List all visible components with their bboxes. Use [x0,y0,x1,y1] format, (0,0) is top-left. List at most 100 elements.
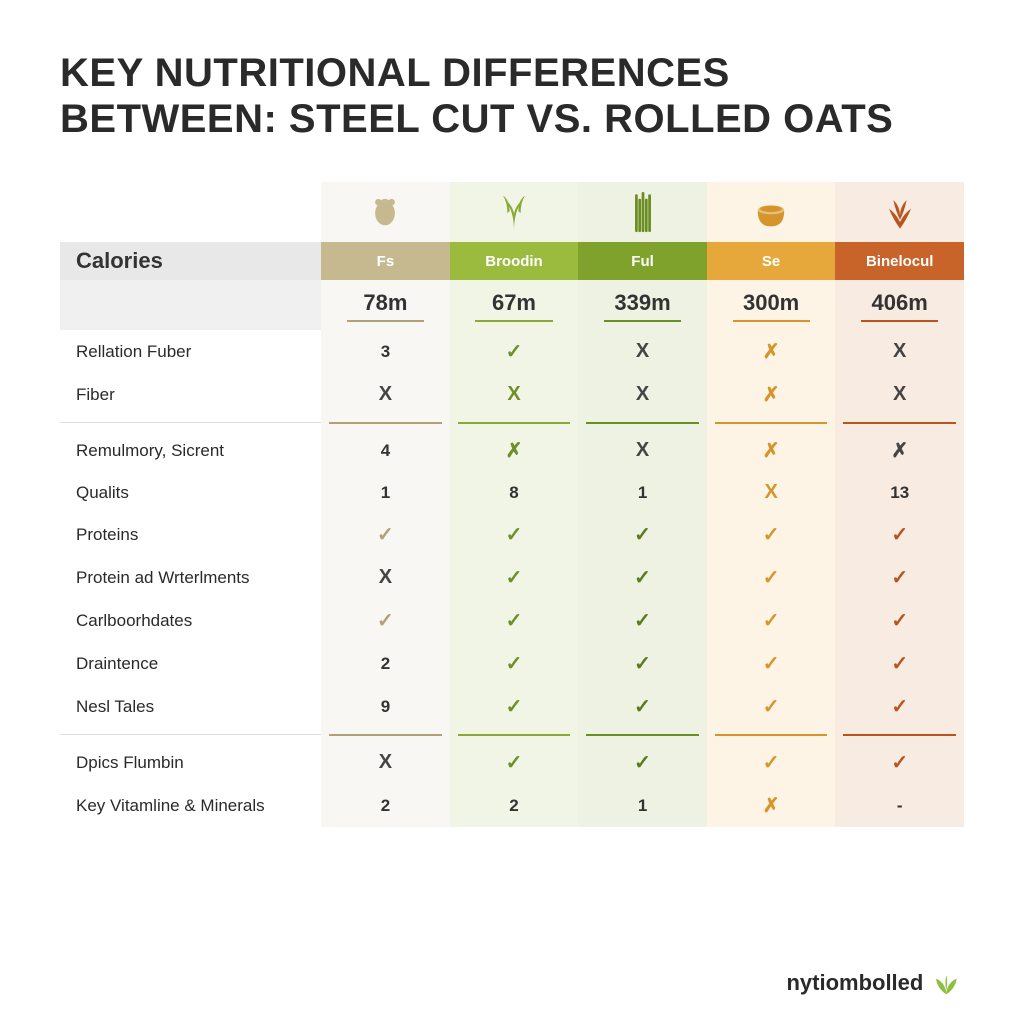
cell: ✓ [707,642,836,685]
cell: ✓ [578,642,707,685]
main-title: Key Nutritional Differences Between: Ste… [60,50,964,142]
cell: 9 [321,685,450,728]
cell: ✓ [321,599,450,642]
cell: ✓ [707,599,836,642]
cell: - [835,784,964,827]
calories-label: Calories [60,242,321,280]
comparison-table: Calories Fs Broodin Ful Se Binelocul 78m… [60,182,964,827]
cell: ✓ [578,741,707,784]
header-row: Calories Fs Broodin Ful Se Binelocul [60,242,964,280]
col-icon-5 [835,182,964,242]
cell: ✗ [707,330,836,373]
row-label: Rellation Fuber [60,330,321,373]
cell: ✓ [835,599,964,642]
cell: X [450,373,579,416]
cell: 1 [578,784,707,827]
cell: ✓ [321,513,450,556]
col-icon-1 [321,182,450,242]
table-row: Rellation Fuber3✓X✗X [60,330,964,373]
col-header-1: Fs [321,242,450,280]
cell: 8 [450,472,579,513]
cell: X [835,330,964,373]
row-label: Fiber [60,373,321,416]
cell: ✓ [707,685,836,728]
table-row: Key Vitamline & Minerals221✗- [60,784,964,827]
row-label: Draintence [60,642,321,685]
cell: 1 [321,472,450,513]
title-line1: Key Nutritional Differences [60,51,730,95]
row-label: Dpics Flumbin [60,741,321,784]
title-line2: Between: Steel Cut vs. Rolled Oats [60,96,964,142]
cell: X [835,373,964,416]
cell: 1 [578,472,707,513]
col-header-5: Binelocul [835,242,964,280]
cell: 2 [450,784,579,827]
footer-brand: nytiombolled [786,970,964,996]
cell: ✓ [450,685,579,728]
row-label: Nesl Tales [60,685,321,728]
cell: X [578,373,707,416]
table-body: Rellation Fuber3✓X✗XFiberXXX✗XRemulmory,… [60,330,964,827]
col-header-2: Broodin [450,242,579,280]
row-label: Key Vitamline & Minerals [60,784,321,827]
cell: ✓ [578,513,707,556]
cell: ✓ [450,556,579,599]
cell: ✗ [707,429,836,472]
table-row: Carlboorhdates✓✓✓✓✓ [60,599,964,642]
col-header-4: Se [707,242,836,280]
col-icon-3 [578,182,707,242]
table-row: FiberXXX✗X [60,373,964,416]
cell: ✓ [835,513,964,556]
table-row: Dpics FlumbinX✓✓✓✓ [60,741,964,784]
cell: X [578,330,707,373]
table-row: Proteins✓✓✓✓✓ [60,513,964,556]
cell: ✓ [835,556,964,599]
col-value-3: 339m [578,280,707,330]
value-row: 78m 67m 339m 300m 406m [60,280,964,330]
cell: ✓ [578,685,707,728]
cell: ✓ [450,330,579,373]
cell: ✗ [707,373,836,416]
col-icon-2 [450,182,579,242]
cell: 2 [321,784,450,827]
row-label: Proteins [60,513,321,556]
cell: ✓ [707,513,836,556]
cell: ✓ [835,741,964,784]
table-row: Protein ad WrterlmentsX✓✓✓✓ [60,556,964,599]
table-row: Draintence2✓✓✓✓ [60,642,964,685]
col-value-5: 406m [835,280,964,330]
table-row: Nesl Tales9✓✓✓✓ [60,685,964,728]
cell: X [707,472,836,513]
col-value-2: 67m [450,280,579,330]
cell: X [578,429,707,472]
col-header-3: Ful [578,242,707,280]
cell: ✓ [450,599,579,642]
col-value-4: 300m [707,280,836,330]
cell: X [321,556,450,599]
cell: 13 [835,472,964,513]
cell: ✓ [707,741,836,784]
table-row: Remulmory, Sicrent4✗X✗✗ [60,429,964,472]
cell: 4 [321,429,450,472]
cell: ✓ [450,513,579,556]
cell: ✓ [835,642,964,685]
icon-row [60,182,964,242]
cell: ✗ [835,429,964,472]
cell: X [321,741,450,784]
row-label: Protein ad Wrterlments [60,556,321,599]
row-label: Remulmory, Sicrent [60,429,321,472]
col-icon-4 [707,182,836,242]
cell: ✓ [450,642,579,685]
col-value-1: 78m [321,280,450,330]
leaf-icon [929,970,964,996]
cell: X [321,373,450,416]
cell: ✓ [835,685,964,728]
row-label: Carlboorhdates [60,599,321,642]
cell: ✓ [578,556,707,599]
cell: ✓ [450,741,579,784]
cell: ✗ [707,784,836,827]
cell: 3 [321,330,450,373]
cell: ✗ [450,429,579,472]
row-label: Qualits [60,472,321,513]
cell: 2 [321,642,450,685]
